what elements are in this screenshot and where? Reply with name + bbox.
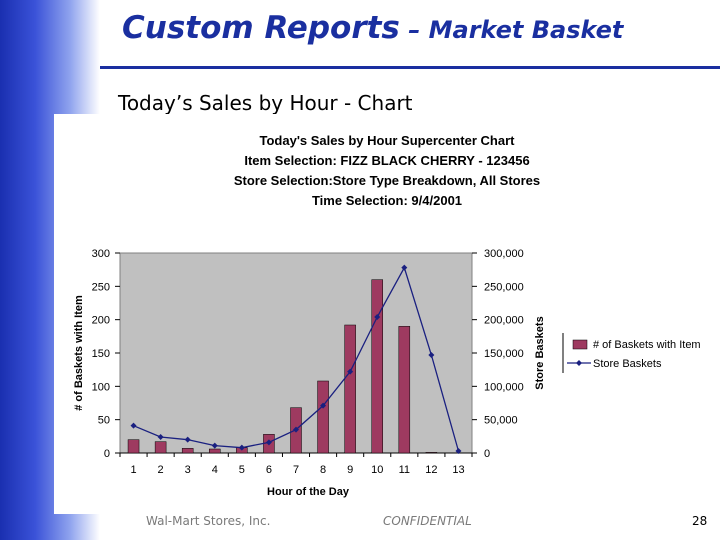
store-baskets-point [455,448,462,454]
store-baskets-point [157,434,164,440]
legend-line-marker [576,360,582,366]
slide-title: Custom Reports – Market Basket [122,10,623,46]
y2-tick-label: 50,000 [484,415,518,427]
x-tick-label: 12 [425,464,437,476]
line-series [130,264,462,454]
x-tick-label: 11 [399,464,410,476]
slide-subtitle: Today’s Sales by Hour - Chart [118,91,413,115]
store-baskets-point [184,436,191,443]
x-tick-label: 3 [185,464,191,476]
y2-tick-label: 150,000 [484,348,524,360]
bar-baskets-with-item [398,326,411,454]
x-tick-label: 10 [371,464,383,476]
footer-confidential: CONFIDENTIAL [383,514,472,528]
y-axis-label: # of Baskets with Item [73,295,85,411]
x-tick-label: 9 [347,464,353,476]
store-baskets-point [428,352,435,358]
legend-line-label: Store Baskets [593,358,662,370]
bar-baskets-with-item [127,439,140,454]
header-band [100,0,720,68]
y2-axis-label: Store Baskets [534,316,546,389]
y-tick-label: 0 [104,448,110,460]
legend-bar-label: # of Baskets with Item [593,339,701,351]
store-baskets-point [401,264,408,271]
store-baskets-point [293,426,299,433]
store-baskets-point [211,442,218,449]
y-tick-label: 200 [92,315,110,327]
y2-tick-label: 0 [484,448,490,460]
store-baskets-point [265,439,272,446]
y2-tick-label: 100,000 [484,381,524,393]
y2-tick-label: 300,000 [484,248,524,260]
bar-baskets-with-item [344,324,356,454]
chart-labels: Hour of the Day # of Baskets with Item Sto… [73,295,546,498]
x-tick-label: 1 [130,464,136,476]
bar-baskets-with-item [371,279,383,454]
x-tick-label: 13 [452,464,464,476]
page-number: 28 [692,514,708,528]
y-tick-label: 250 [92,281,110,293]
chart-legend: # of Baskets with Item Store Baskets [562,333,701,373]
y-tick-label: 150 [92,348,110,360]
title-separator: – [399,16,429,44]
chart-title: Today's Sales by Hour Supercenter Chart I… [234,133,540,208]
bar-baskets-with-item [154,441,167,454]
store-baskets-point [374,314,381,320]
chart-title-line: Item Selection: FIZZ BLACK CHERRY - 1234… [244,153,529,168]
legend-bar-swatch [572,339,588,350]
store-baskets-point [130,422,137,429]
chart-title-line: Time Selection: 9/4/2001 [312,193,462,208]
x-tick-label: 2 [158,464,164,476]
y-tick-label: 50 [98,415,110,427]
header-rule [100,66,720,69]
bar-baskets-with-item [425,452,438,454]
y-tick-label: 100 [92,381,110,393]
title-tail: Market Basket [428,16,624,44]
y-tick-label: 300 [92,248,110,260]
x-tick-label: 6 [266,464,272,476]
bar-baskets-with-item [181,448,194,454]
y2-tick-label: 250,000 [484,281,524,293]
x-tick-label: 5 [239,464,245,476]
x-tick-label: 7 [293,464,299,476]
bar-baskets-with-item [209,448,221,454]
chart-title-line: Store Selection:Store Type Breakdown, Al… [234,173,540,188]
y2-tick-label: 200,000 [484,315,524,327]
x-axis-label: Hour of the Day [267,486,350,498]
store-baskets-point [238,444,245,451]
bar-baskets-with-item [317,380,329,454]
footer-company: Wal-Mart Stores, Inc. [146,514,271,528]
chart-title-line: Today's Sales by Hour Supercenter Chart [260,133,516,148]
title-main: Custom Reports [122,10,400,46]
x-tick-label: 8 [320,464,326,476]
store-baskets-point [320,402,327,409]
store-baskets-point [347,368,354,375]
x-tick-label: 4 [212,464,218,476]
